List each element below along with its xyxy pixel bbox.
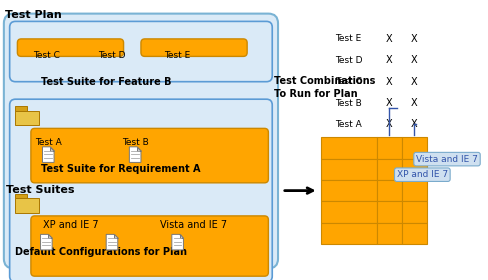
Text: X: X (385, 77, 391, 87)
Text: Default Configurations for Plan: Default Configurations for Plan (16, 247, 187, 257)
Text: Test E: Test E (335, 34, 361, 43)
Bar (401, 223, 426, 244)
Polygon shape (137, 147, 141, 151)
FancyBboxPatch shape (10, 21, 272, 82)
Text: Vista and IE 7: Vista and IE 7 (415, 155, 477, 164)
Bar (16, 193, 27, 199)
Bar (320, 180, 376, 201)
Bar (320, 223, 376, 244)
FancyBboxPatch shape (31, 216, 268, 276)
Bar (320, 137, 376, 158)
Text: Test D: Test D (334, 56, 362, 65)
Bar (376, 223, 401, 244)
Polygon shape (179, 234, 183, 238)
Text: X: X (410, 120, 417, 129)
FancyBboxPatch shape (31, 128, 268, 183)
Text: Test A: Test A (35, 138, 61, 147)
Text: X: X (385, 34, 391, 44)
Polygon shape (171, 234, 183, 250)
FancyBboxPatch shape (10, 99, 272, 280)
Text: XP and IE 7: XP and IE 7 (396, 170, 447, 179)
Text: Test E: Test E (164, 51, 190, 60)
Text: XP and IE 7: XP and IE 7 (42, 220, 98, 230)
Text: Test B: Test B (122, 138, 148, 147)
Text: Test Plan: Test Plan (5, 10, 61, 20)
Bar (320, 201, 376, 223)
Polygon shape (129, 147, 141, 162)
Bar (16, 199, 39, 213)
Text: Test Suite for Requirement A: Test Suite for Requirement A (41, 164, 200, 174)
Polygon shape (106, 234, 118, 250)
Text: Test B: Test B (334, 99, 361, 108)
Polygon shape (41, 234, 52, 250)
Polygon shape (114, 234, 118, 238)
Bar (401, 201, 426, 223)
Text: X: X (410, 55, 417, 65)
Bar (376, 201, 401, 223)
FancyBboxPatch shape (18, 39, 123, 56)
FancyBboxPatch shape (4, 14, 278, 269)
Polygon shape (50, 147, 54, 151)
Bar (401, 180, 426, 201)
Text: X: X (410, 98, 417, 108)
Bar (376, 180, 401, 201)
Bar (16, 106, 27, 111)
Bar (401, 158, 426, 180)
Text: Test D: Test D (98, 51, 125, 60)
Text: X: X (385, 98, 391, 108)
Text: X: X (410, 77, 417, 87)
Text: X: X (385, 120, 391, 129)
Polygon shape (42, 147, 54, 162)
Polygon shape (48, 234, 52, 238)
Text: Test Combinations
To Run for Plan: Test Combinations To Run for Plan (274, 76, 375, 99)
Bar (401, 137, 426, 158)
Bar (16, 111, 39, 125)
FancyBboxPatch shape (141, 39, 246, 56)
Text: X: X (385, 55, 391, 65)
Text: X: X (410, 34, 417, 44)
Bar (320, 158, 376, 180)
Text: Test C: Test C (33, 51, 60, 60)
Text: Vista and IE 7: Vista and IE 7 (160, 220, 227, 230)
Text: Test Suites: Test Suites (6, 185, 74, 195)
Text: Test A: Test A (334, 120, 361, 129)
Bar (376, 137, 401, 158)
Text: Test Suite for Feature B: Test Suite for Feature B (41, 77, 171, 87)
Text: Test C: Test C (334, 77, 361, 86)
Bar (376, 158, 401, 180)
